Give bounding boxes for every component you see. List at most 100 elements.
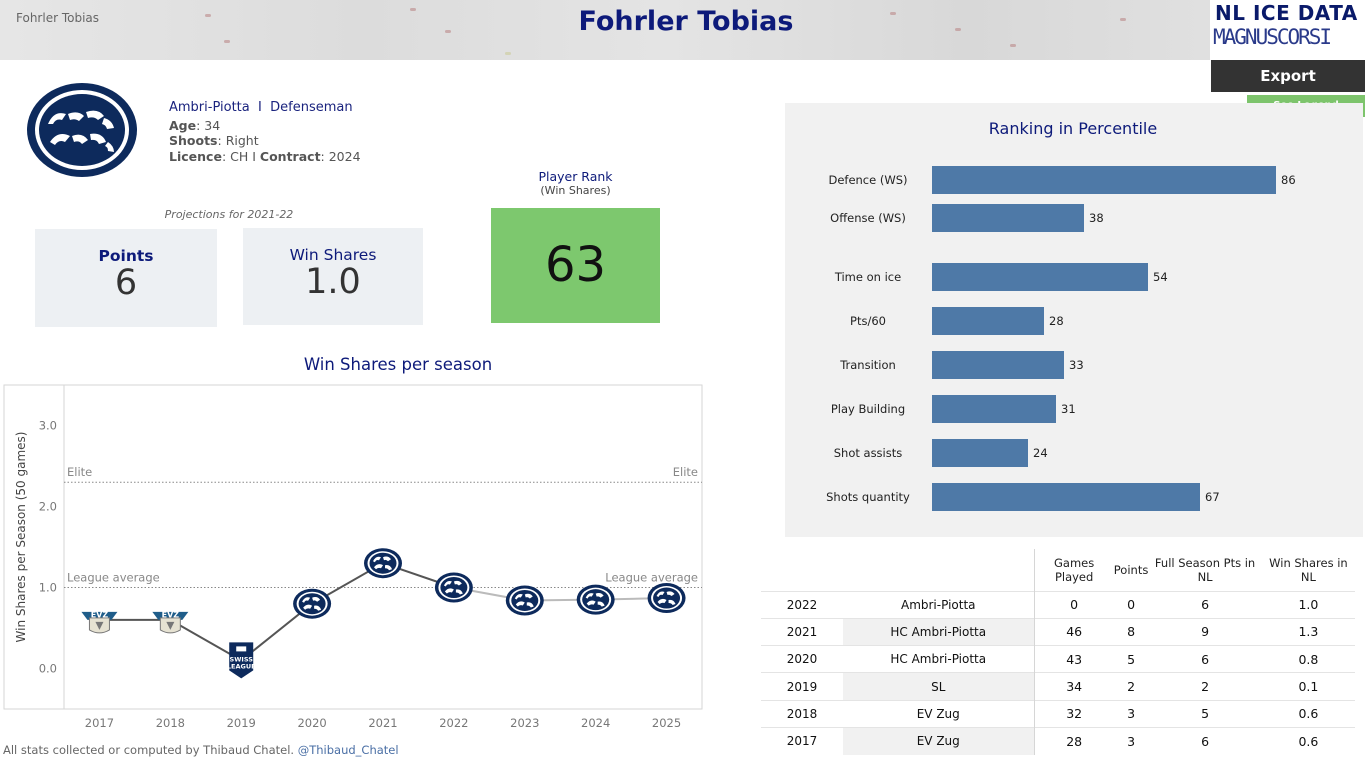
percentile-category-label: Shots quantity bbox=[826, 490, 910, 504]
win-shares-chart: Win Shares per Season (50 games) 0.0 1.0 2.… bbox=[3, 384, 703, 730]
percentile-bar bbox=[932, 483, 1200, 511]
ws-y-tick-label: 2.0 bbox=[39, 500, 57, 514]
percentile-chart-title: Ranking in Percentile bbox=[988, 119, 1158, 138]
percentile-panel: Ranking in Percentile Defence (WS) 86 Offe… bbox=[785, 103, 1363, 537]
brand-logo-line2: MAGNUSCORSI bbox=[1213, 25, 1332, 49]
table-header-year bbox=[761, 549, 843, 591]
season-stats-table: Games Played Points Full Season Pts in N… bbox=[761, 549, 1355, 755]
ws-data-point bbox=[576, 584, 615, 615]
ws-reference-label: Elite bbox=[673, 465, 698, 479]
table-cell-year: 2021 bbox=[761, 617, 843, 646]
ws-x-tick-label: 2020 bbox=[297, 716, 326, 730]
player-rank-sublabel: (Win Shares) bbox=[540, 184, 611, 197]
points-value: 6 bbox=[114, 263, 138, 303]
ws-data-point: EVZ bbox=[152, 610, 189, 634]
table-header-games: Games Played bbox=[1033, 549, 1114, 591]
svg-text:SWISS: SWISS bbox=[230, 655, 254, 663]
ws-plot-area bbox=[3, 384, 703, 710]
table-cell-team: Ambri-Piotta bbox=[843, 590, 1034, 619]
table-cell-full-season-pts: 2 bbox=[1148, 672, 1262, 701]
team-logo-icon bbox=[27, 83, 137, 177]
table-cell-year: 2017 bbox=[761, 726, 843, 755]
table-cell-year: 2019 bbox=[761, 672, 843, 701]
percentile-bar bbox=[932, 204, 1084, 232]
footer-credit: All stats collected or computed by Thiba… bbox=[3, 743, 399, 757]
table-cell-points: 5 bbox=[1113, 645, 1149, 673]
table-cell-games: 43 bbox=[1033, 645, 1114, 673]
ws-reference-label: Elite bbox=[67, 465, 92, 479]
player-position: Defenseman bbox=[270, 100, 353, 115]
percentile-category-label: Transition bbox=[839, 358, 896, 372]
percentile-value-label: 54 bbox=[1153, 270, 1168, 284]
ws-x-tick-label: 2019 bbox=[227, 716, 256, 730]
team-position-separator: I bbox=[258, 100, 262, 115]
ws-x-tick-label: 2017 bbox=[85, 716, 114, 730]
percentile-value-label: 38 bbox=[1089, 211, 1104, 225]
percentile-category-label: Time on ice bbox=[834, 270, 901, 284]
table-cell-full-season-pts: 9 bbox=[1148, 617, 1262, 646]
percentile-value-label: 24 bbox=[1033, 446, 1048, 460]
ws-x-tick-label: 2023 bbox=[510, 716, 539, 730]
page-title: Fohrler Tobias bbox=[578, 6, 794, 37]
player-team-position: Ambri-Piotta I Defenseman bbox=[169, 100, 361, 116]
percentile-category-label: Play Building bbox=[831, 402, 905, 416]
ws-reference-label: League average bbox=[67, 571, 160, 585]
percentile-bar bbox=[932, 439, 1028, 467]
ws-y-tick-label: 0.0 bbox=[39, 662, 57, 676]
table-row: 2019 SL 34 2 2 0.1 bbox=[761, 672, 1355, 701]
table-header-points: Points bbox=[1113, 562, 1149, 577]
table-header-full-season-pts: Full Season Pts in NL bbox=[1154, 555, 1256, 584]
percentile-category-label: Shot assists bbox=[834, 446, 903, 460]
svg-text:EVZ: EVZ bbox=[91, 610, 109, 619]
player-info: Ambri-Piotta I Defenseman Age: 34 Shoots… bbox=[169, 100, 361, 164]
svg-text:EVZ: EVZ bbox=[162, 610, 180, 619]
ws-y-tick-label: 1.0 bbox=[39, 581, 57, 595]
table-cell-full-season-pts: 5 bbox=[1148, 699, 1262, 728]
ws-chart-title: Win Shares per season bbox=[303, 355, 493, 374]
table-cell-win-shares: 0.6 bbox=[1261, 726, 1355, 755]
table-header-row: Games Played Points Full Season Pts in N… bbox=[761, 549, 1355, 591]
player-licence-contract: Licence: CH I Contract: 2024 bbox=[169, 148, 361, 164]
table-cell-win-shares: 0.6 bbox=[1261, 699, 1355, 728]
percentile-value-label: 31 bbox=[1061, 402, 1076, 416]
brand-logo: NL ICE DATA MAGNUSCORSI bbox=[1211, 0, 1365, 58]
percentile-bar bbox=[932, 351, 1064, 379]
ws-data-point bbox=[293, 588, 332, 619]
ws-x-tick-label: 2025 bbox=[652, 716, 681, 730]
table-cell-points: 8 bbox=[1113, 617, 1149, 646]
percentile-chart: Defence (WS) 86 Offense (WS) 38 Time on ice 5… bbox=[826, 166, 1296, 511]
table-cell-win-shares: 1.0 bbox=[1261, 590, 1355, 619]
table-cell-team: HC Ambri-Piotta bbox=[843, 645, 1034, 673]
table-cell-games: 0 bbox=[1033, 590, 1114, 619]
player-rank-value: 63 bbox=[491, 208, 660, 323]
percentile-category-label: Offense (WS) bbox=[830, 211, 906, 225]
table-row: 2017 EV Zug 28 3 6 0.6 bbox=[761, 726, 1355, 755]
table-cell-win-shares: 0.1 bbox=[1261, 672, 1355, 701]
table-cell-team: EV Zug bbox=[843, 699, 1034, 728]
svg-text:LEAGUE: LEAGUE bbox=[227, 662, 256, 670]
footer-handle-link[interactable]: @Thibaud_Chatel bbox=[297, 743, 399, 757]
percentile-bar bbox=[932, 166, 1276, 194]
table-cell-points: 0 bbox=[1113, 590, 1149, 619]
table-cell-games: 46 bbox=[1033, 617, 1114, 646]
ws-data-point bbox=[434, 572, 473, 603]
export-button[interactable]: Export bbox=[1211, 60, 1365, 92]
table-row: 2020 HC Ambri-Piotta 43 5 6 0.8 bbox=[761, 645, 1355, 673]
table-cell-year: 2018 bbox=[761, 699, 843, 728]
table-cell-win-shares: 1.3 bbox=[1261, 617, 1355, 646]
ws-reference-label: League average bbox=[605, 571, 698, 585]
percentile-value-label: 33 bbox=[1069, 358, 1084, 372]
player-shoots: Shoots: Right bbox=[169, 133, 259, 148]
table-cell-games: 32 bbox=[1033, 699, 1114, 728]
table-cell-year: 2022 bbox=[761, 590, 843, 619]
table-row: 2022 Ambri-Piotta 0 0 6 1.0 bbox=[761, 590, 1355, 619]
header-small-title: Fohrler Tobias bbox=[16, 11, 100, 25]
table-cell-points: 2 bbox=[1113, 672, 1149, 701]
table-cell-full-season-pts: 6 bbox=[1148, 726, 1262, 755]
player-rank-label: Player Rank (Win Shares) bbox=[491, 170, 660, 198]
ws-x-tick-label: 2018 bbox=[156, 716, 185, 730]
percentile-category-label: Defence (WS) bbox=[828, 173, 907, 187]
table-row: 2021 HC Ambri-Piotta 46 8 9 1.3 bbox=[761, 617, 1355, 646]
